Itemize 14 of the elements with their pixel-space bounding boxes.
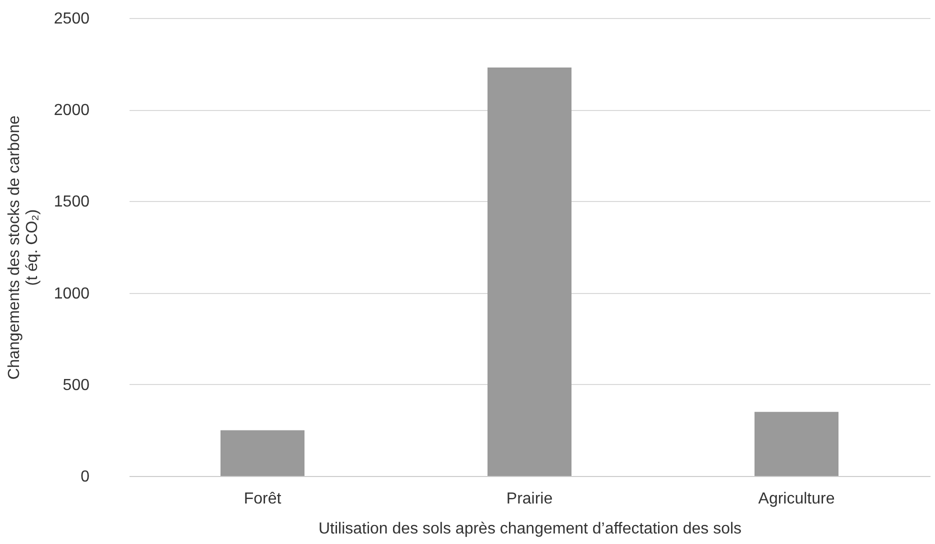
y-tick-label: 2500 — [54, 10, 90, 28]
y-tick-label: 2000 — [54, 102, 90, 120]
x-tick-label: Prairie — [506, 490, 553, 508]
y-tick-label: 1000 — [54, 285, 90, 302]
x-axis-title: Utilisation des sols après changement d’affectation des sols — [318, 520, 742, 538]
x-tick-label: Agriculture — [758, 490, 835, 508]
bar — [220, 430, 304, 476]
bar — [488, 67, 572, 476]
y-tick-label: 0 — [80, 468, 90, 486]
y-tick-label: 1500 — [54, 194, 90, 211]
x-tick-label: Forêt — [244, 490, 282, 508]
y-tick-label: 500 — [62, 376, 90, 394]
y-axis-title: Changements des stocks de carbone (t éq. CO₂) — [6, 115, 41, 380]
bar — [754, 412, 838, 476]
